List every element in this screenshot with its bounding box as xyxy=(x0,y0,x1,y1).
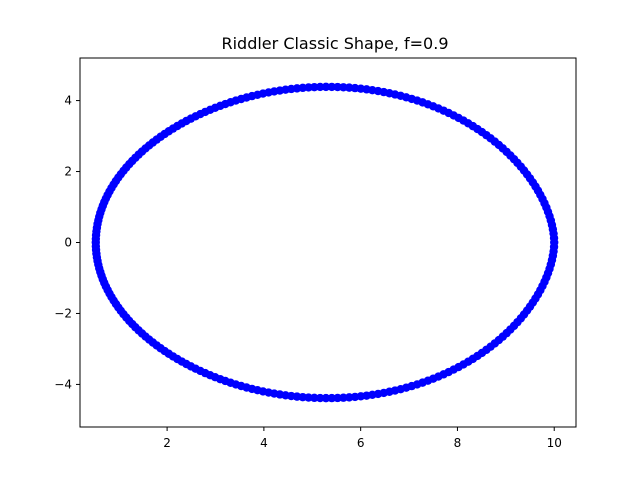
x-axis-ticks: 2 4 6 8 10 xyxy=(163,427,562,450)
y-tick-label: −2 xyxy=(54,306,72,320)
data-point xyxy=(327,393,336,403)
x-tick-label: 4 xyxy=(260,436,268,450)
x-tick-label: 2 xyxy=(163,436,171,450)
chart-title: Riddler Classic Shape, f=0.9 xyxy=(221,34,448,53)
data-point xyxy=(327,82,336,92)
x-tick-label: 8 xyxy=(454,436,462,450)
x-tick-label: 10 xyxy=(547,436,562,450)
data-point xyxy=(315,393,325,403)
data-point xyxy=(333,82,342,92)
data-points xyxy=(91,82,559,403)
y-tick-label: −4 xyxy=(54,377,72,391)
y-tick-label: 2 xyxy=(64,165,72,179)
y-tick-label: 4 xyxy=(64,94,72,108)
data-point xyxy=(321,82,331,92)
data-point xyxy=(321,393,331,403)
x-tick-label: 6 xyxy=(357,436,365,450)
y-axis-ticks: −4 −2 0 2 4 xyxy=(54,94,80,391)
data-point xyxy=(549,242,559,252)
y-tick-label: 0 xyxy=(64,236,72,250)
